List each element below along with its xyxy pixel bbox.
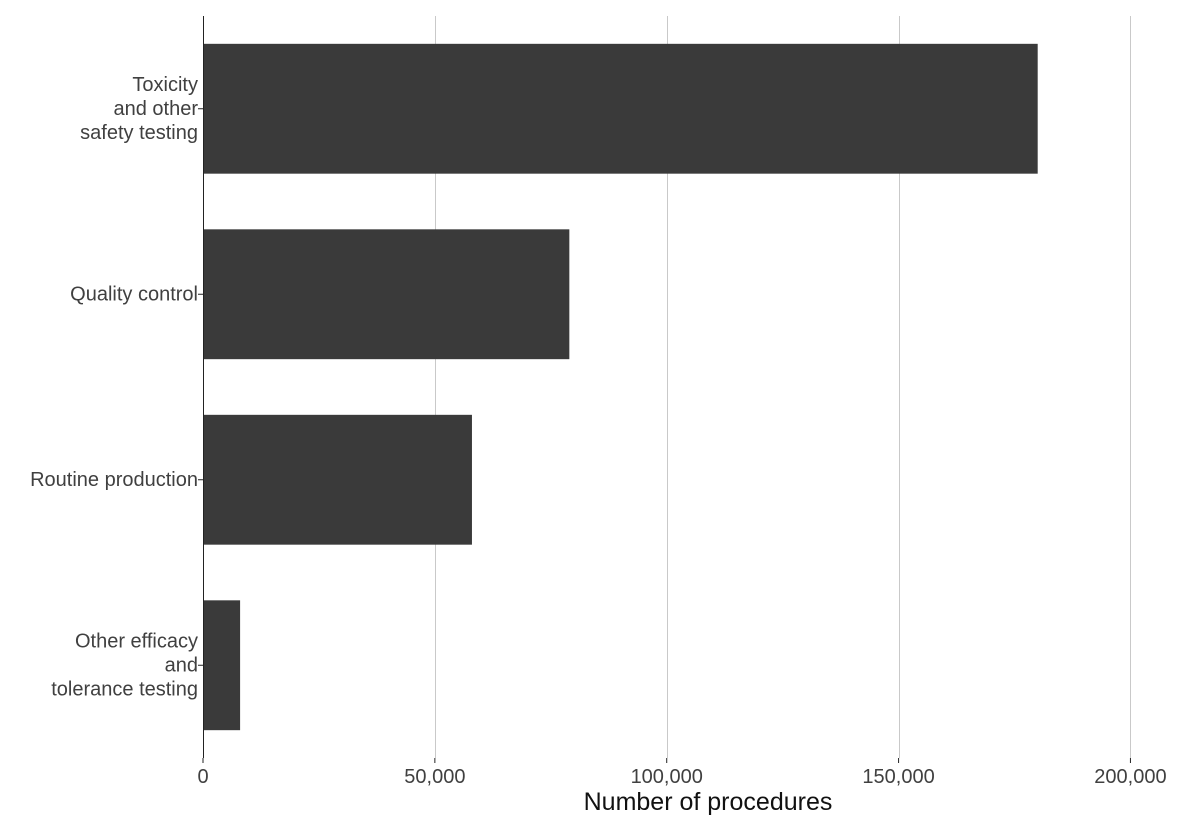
category-label-line: Quality control — [70, 283, 198, 305]
x-axis-title: Number of procedures — [584, 788, 833, 815]
bar — [203, 600, 241, 731]
category-label: Other efficacy and tolerance testing — [51, 630, 198, 700]
x-tick-label: 50,000 — [404, 766, 465, 788]
category-label-line: Toxicity — [132, 74, 198, 96]
bar — [203, 414, 472, 545]
x-tick-label: 100,000 — [631, 766, 703, 788]
category-label: Routine production — [30, 469, 198, 491]
x-tick-label: 0 — [197, 766, 208, 788]
category-label-line: safety testing — [80, 122, 198, 144]
x-tick-label: 150,000 — [862, 766, 934, 788]
category-label: Quality control — [70, 283, 198, 305]
category-label: Toxicity and other safety testing — [80, 74, 198, 144]
category-label-line: tolerance testing — [51, 678, 198, 700]
category-label-line: Other efficacy — [75, 630, 198, 652]
category-label-line: and — [165, 654, 198, 676]
x-tick-label: 200,000 — [1094, 766, 1166, 788]
category-label-line: Routine production — [30, 469, 198, 491]
bars — [203, 43, 1038, 731]
bar — [203, 43, 1038, 174]
category-label-line: and other — [113, 98, 198, 120]
labels: Toxicity and other safety testing Quality c… — [30, 74, 1166, 788]
bar — [203, 229, 570, 360]
axes — [198, 16, 1131, 763]
